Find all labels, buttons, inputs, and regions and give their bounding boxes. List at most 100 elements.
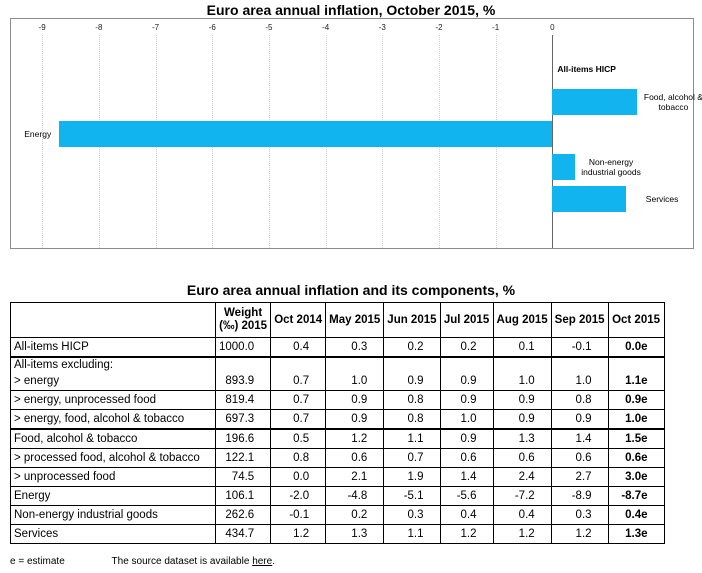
- value-cell: -5.1: [383, 486, 441, 506]
- value-cell: -8.7e: [607, 486, 665, 506]
- value-cell: 1.2: [270, 524, 327, 544]
- value-cell: 1.5e: [607, 428, 665, 449]
- value-cell: 3.0e: [607, 467, 665, 487]
- value-cell: 0.9e: [607, 390, 665, 410]
- value-cell: 1.1: [383, 524, 441, 544]
- value-cell: 122.1: [214, 448, 272, 468]
- table: Weight (‰) 2015 Oct 2014 May 2015 Jun 2015 J…: [10, 302, 665, 544]
- category-label: Services: [645, 194, 679, 204]
- value-cell: 0.8: [383, 390, 441, 410]
- value-cell: 1.2: [439, 524, 494, 544]
- row-label: Non-energy industrial goods: [10, 505, 216, 525]
- value-cell: 893.9: [214, 372, 272, 391]
- value-cell: 1.4: [550, 428, 609, 449]
- empty-cell: [607, 356, 665, 372]
- header-cell: Weight (‰) 2015: [214, 302, 272, 338]
- table-row: > energy, unprocessed food 819.4 0.7 0.9 0.8…: [10, 390, 665, 410]
- value-cell: 0.7: [270, 409, 327, 430]
- value-cell: 1.0: [439, 409, 494, 430]
- value-cell: 1.2: [325, 428, 385, 449]
- value-cell: 2.1: [325, 467, 385, 487]
- empty-cell: [383, 356, 441, 372]
- bar: [552, 88, 638, 115]
- value-cell: 1.2: [492, 524, 552, 544]
- value-cell: 0.6: [325, 448, 385, 468]
- value-cell: 1.9: [383, 467, 441, 487]
- row-label: All-items excluding:: [10, 356, 216, 372]
- value-cell: 0.3: [550, 505, 609, 525]
- row-label: > processed food, alcohol & tobacco: [10, 448, 216, 468]
- value-cell: 0.9: [439, 372, 494, 391]
- value-cell: 1000.0: [214, 337, 272, 358]
- value-cell: 1.3e: [607, 524, 665, 544]
- table-row: > unprocessed food 74.5 0.0 2.1 1.9 1.4 2.4 2.7…: [10, 467, 665, 487]
- value-cell: 0.8: [270, 448, 327, 468]
- value-cell: 0.7: [270, 390, 327, 410]
- header-cell: Sep 2015: [550, 302, 609, 338]
- value-cell: 0.4e: [607, 505, 665, 525]
- value-cell: 0.9: [492, 390, 552, 410]
- value-cell: 2.4: [492, 467, 552, 487]
- value-cell: 1.0e: [607, 409, 665, 430]
- value-cell: -7.2: [492, 486, 552, 506]
- value-cell: 1.0: [550, 372, 609, 391]
- value-cell: 0.0e: [607, 337, 665, 358]
- value-cell: 0.7: [270, 372, 327, 391]
- empty-cell: [270, 356, 327, 372]
- header-cell: Jul 2015: [439, 302, 494, 338]
- value-cell: 0.4: [439, 505, 494, 525]
- header-cell: Oct 2014: [270, 302, 327, 338]
- value-cell: 0.9: [550, 409, 609, 430]
- table-row: All-items excluding:: [10, 356, 665, 372]
- value-cell: -8.9: [550, 486, 609, 506]
- value-cell: 0.6: [550, 448, 609, 468]
- x-tick-label: -2: [435, 23, 443, 32]
- value-cell: 0.7: [383, 448, 441, 468]
- value-cell: 0.8: [550, 390, 609, 410]
- row-label: Energy: [10, 486, 216, 506]
- value-cell: 0.5: [270, 428, 327, 449]
- header-cell: May 2015: [325, 302, 385, 338]
- value-cell: 0.0: [270, 467, 327, 487]
- value-cell: 0.4: [270, 337, 327, 358]
- source-text: The source dataset is available: [111, 556, 253, 567]
- value-cell: -0.1: [270, 505, 327, 525]
- category-label: Food, alcohol & tobacco: [643, 91, 702, 112]
- category-label: Non-energy industrial goods: [581, 156, 641, 177]
- header-row: Weight (‰) 2015 Oct 2014 May 2015 Jun 2015 J…: [10, 302, 665, 338]
- value-cell: 0.9: [325, 409, 385, 430]
- source-end: .: [272, 556, 275, 567]
- row-label: All-items HICP: [10, 337, 216, 358]
- chart: -9 -8 -7 -6 -5 -4 -3 -2 -1 0 All-items HICP Food, a…: [10, 18, 702, 249]
- x-tick-label: -5: [265, 23, 273, 32]
- empty-cell: [325, 356, 385, 372]
- value-cell: 0.9: [492, 409, 552, 430]
- value-cell: 1.1: [383, 428, 441, 449]
- source: The source dataset is available here.: [112, 556, 275, 567]
- value-cell: 697.3: [214, 409, 272, 430]
- source-link[interactable]: here: [252, 556, 273, 567]
- value-cell: 1.3: [325, 524, 385, 544]
- empty-cell: [439, 356, 494, 372]
- table-row: All-items HICP 1000.0 0.4 0.3 0.2 0.2 0.1 -0.1 0…: [10, 337, 665, 358]
- value-cell: 106.1: [214, 486, 272, 506]
- value-cell: 0.6e: [607, 448, 665, 468]
- table-row: > energy, food, alcohol & tobacco 697.3 0.…: [10, 409, 665, 430]
- row-label: Food, alcohol & tobacco: [10, 428, 216, 449]
- value-cell: 1.0: [325, 372, 385, 391]
- x-tick-label: -4: [322, 23, 330, 32]
- value-cell: 0.2: [325, 505, 385, 525]
- x-tick-label: -6: [208, 23, 216, 32]
- category-label: Energy: [24, 129, 52, 139]
- value-cell: 0.6: [439, 448, 494, 468]
- table-row: > processed food, alcohol & tobacco 122.1…: [10, 448, 665, 468]
- value-cell: 434.7: [214, 524, 272, 544]
- value-cell: 0.3: [383, 505, 441, 525]
- value-cell: 0.2: [383, 337, 441, 358]
- x-tick-label: 0: [550, 23, 555, 32]
- empty-cell: [492, 356, 552, 372]
- value-cell: 0.1: [492, 337, 552, 358]
- header-cell: [10, 302, 216, 338]
- value-cell: 1.1e: [607, 372, 665, 391]
- x-tick-label: -1: [492, 23, 500, 32]
